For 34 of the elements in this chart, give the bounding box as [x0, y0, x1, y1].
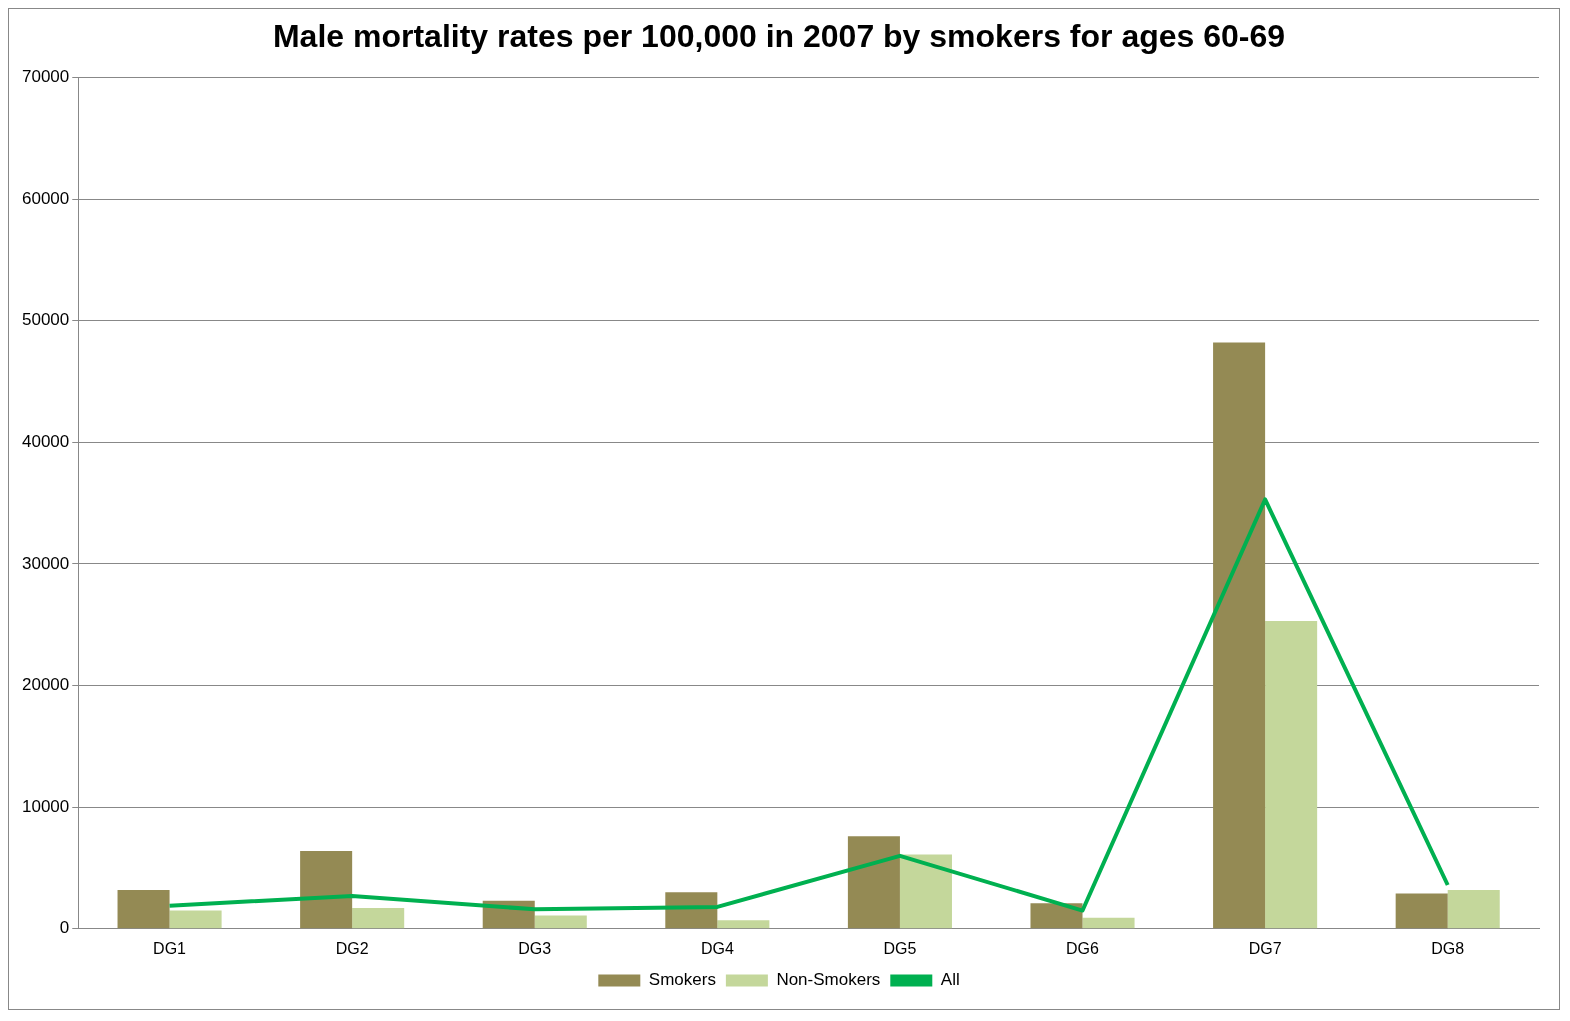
- bar: [847, 836, 900, 929]
- y-tick-label: 20000: [21, 675, 70, 695]
- bar: [534, 915, 587, 929]
- y-tick-label: 0: [59, 918, 70, 938]
- legend-label: All: [940, 970, 960, 990]
- x-tick-label: DG4: [700, 939, 734, 957]
- bar: [300, 850, 353, 929]
- x-tick-label: DG3: [518, 939, 552, 957]
- y-tick-label: 60000: [21, 188, 70, 208]
- y-tick-label: 30000: [21, 553, 70, 573]
- x-tick-label: DG2: [335, 939, 369, 957]
- bar: [1030, 903, 1083, 929]
- x-tick-label: DG7: [1248, 939, 1282, 957]
- y-tick-label: 40000: [21, 431, 70, 451]
- legend-label: Non-Smokers: [776, 970, 881, 990]
- bar: [169, 910, 222, 929]
- bar: [1447, 889, 1500, 929]
- x-tick-label: DG5: [883, 939, 917, 957]
- bar: [899, 854, 952, 929]
- x-tick-label: DG1: [153, 939, 187, 957]
- bar: [717, 920, 770, 929]
- bar: [1082, 917, 1135, 929]
- bar: [352, 908, 405, 929]
- bar: [1265, 621, 1318, 929]
- x-tick-label: DG8: [1431, 939, 1465, 957]
- y-tick-label: 70000: [21, 67, 70, 87]
- chart-title: Male mortality rates per 100,000 in 2007 by smokers for ages 60-69: [272, 18, 1286, 55]
- bar: [1213, 342, 1266, 929]
- bar: [1395, 893, 1448, 929]
- y-tick-label: 50000: [21, 310, 70, 330]
- legend-label: Smokers: [648, 970, 716, 990]
- bar: [117, 889, 170, 929]
- y-tick-label: 10000: [21, 796, 70, 816]
- x-tick-label: DG6: [1066, 939, 1100, 957]
